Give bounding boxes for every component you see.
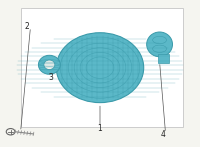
Point xyxy=(106,35,109,37)
Point xyxy=(40,91,42,93)
Point xyxy=(91,35,94,37)
Point xyxy=(132,46,134,47)
FancyBboxPatch shape xyxy=(21,8,183,127)
Point xyxy=(71,92,74,93)
Point xyxy=(66,88,68,90)
Point xyxy=(76,39,79,41)
Text: 2: 2 xyxy=(24,22,29,31)
Point xyxy=(96,99,99,101)
Ellipse shape xyxy=(56,33,144,103)
Point xyxy=(66,46,68,47)
Point xyxy=(40,42,42,44)
Point xyxy=(61,51,63,52)
Point xyxy=(137,83,139,85)
Point xyxy=(173,51,176,53)
Point xyxy=(53,38,55,39)
Point xyxy=(81,96,84,98)
Point xyxy=(86,97,89,99)
Point xyxy=(96,35,99,37)
Point xyxy=(158,91,160,93)
Point xyxy=(132,88,134,90)
Point xyxy=(167,47,169,48)
Point xyxy=(121,39,124,41)
Text: 4: 4 xyxy=(161,130,166,139)
Point xyxy=(137,51,139,52)
Point xyxy=(167,87,169,89)
Point xyxy=(101,99,104,101)
Point xyxy=(178,56,180,57)
FancyBboxPatch shape xyxy=(158,54,169,63)
Point xyxy=(24,82,27,84)
Point xyxy=(158,42,160,44)
Point xyxy=(145,96,147,98)
Point xyxy=(178,78,180,80)
Point xyxy=(121,94,124,96)
Point xyxy=(61,83,63,85)
Point xyxy=(126,92,129,93)
Point xyxy=(86,36,89,38)
Text: 3: 3 xyxy=(48,73,53,82)
Point xyxy=(91,98,94,100)
Point xyxy=(116,37,119,39)
Point xyxy=(111,36,114,38)
Point xyxy=(76,94,79,96)
Point xyxy=(20,56,22,57)
Point xyxy=(145,38,147,39)
Point xyxy=(71,42,74,44)
Point xyxy=(126,42,129,44)
Text: 1: 1 xyxy=(98,124,102,133)
Point xyxy=(24,51,27,53)
Point xyxy=(111,97,114,99)
Point xyxy=(116,96,119,98)
Point xyxy=(106,98,109,100)
Point xyxy=(101,35,104,37)
Ellipse shape xyxy=(44,60,55,70)
Ellipse shape xyxy=(147,32,172,57)
Point xyxy=(173,82,176,84)
Point xyxy=(20,78,22,80)
Point xyxy=(31,47,33,48)
Point xyxy=(81,37,84,39)
Point xyxy=(31,87,33,89)
Ellipse shape xyxy=(38,55,60,74)
Point xyxy=(53,96,55,98)
